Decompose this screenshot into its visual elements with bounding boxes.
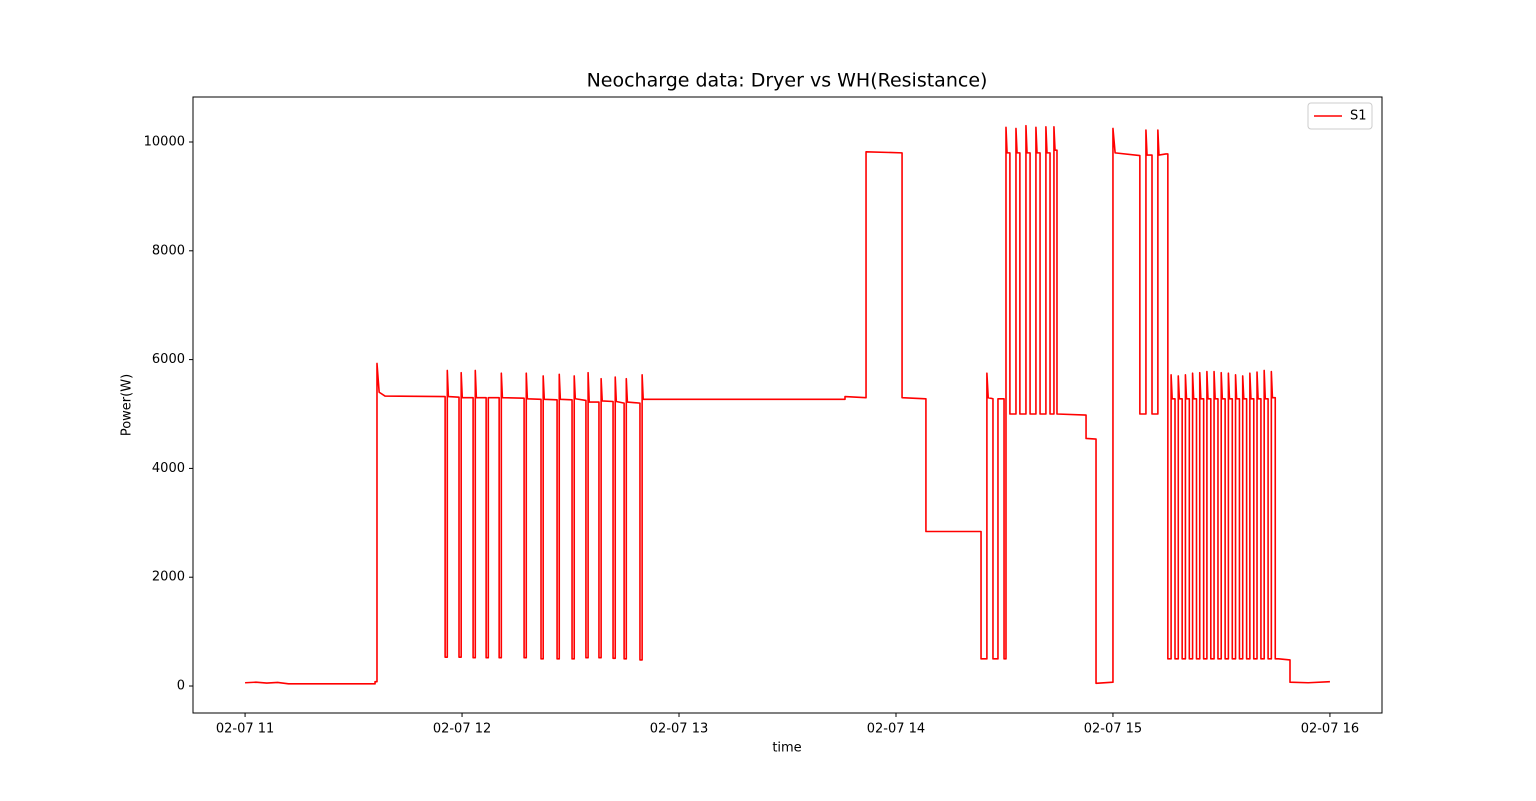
plot-frame [192, 96, 1383, 714]
y-tick-label: 10000 [144, 134, 185, 149]
series-line [245, 124, 1330, 685]
y-tick-label: 4000 [152, 461, 185, 476]
legend-label: S1 [1350, 109, 1367, 124]
y-axis-label: Power(W) [120, 374, 135, 436]
x-axis-label: time [772, 741, 801, 756]
y-tick-label: 8000 [152, 243, 185, 258]
x-tick-label: 02-07 16 [1301, 722, 1359, 737]
y-tick-label: 0 [177, 679, 185, 694]
y-tick-label: 6000 [152, 352, 185, 367]
x-tick-label: 02-07 15 [1084, 722, 1142, 737]
y-tick-label: 2000 [152, 570, 185, 585]
chart-title: Neocharge data: Dryer vs WH(Resistance) [587, 70, 988, 92]
x-tick-label: 02-07 14 [867, 722, 925, 737]
x-tick-label: 02-07 12 [433, 722, 491, 737]
x-tick-label: 02-07 13 [650, 722, 708, 737]
x-tick-label: 02-07 11 [216, 722, 274, 737]
